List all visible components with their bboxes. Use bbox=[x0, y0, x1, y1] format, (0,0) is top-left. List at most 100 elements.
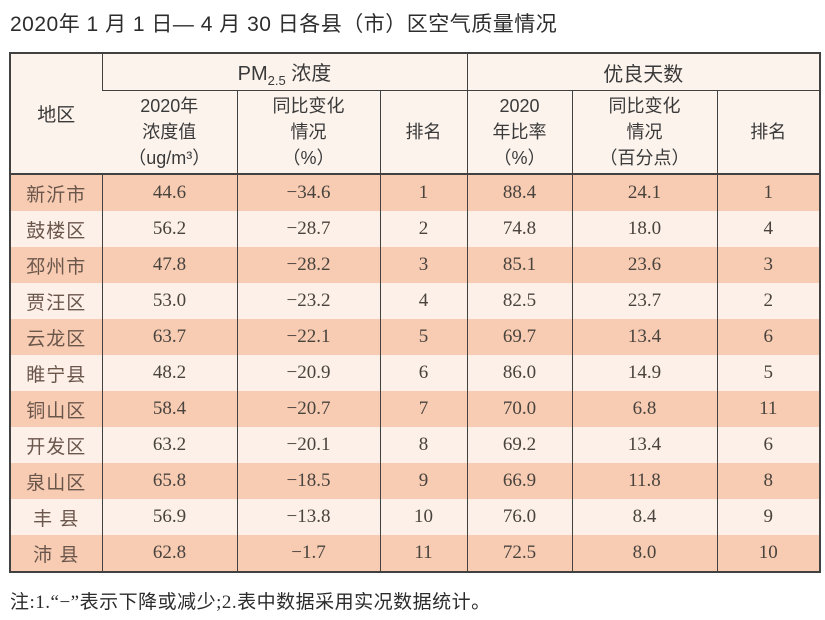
pm-change-cell: −28.7 bbox=[236, 211, 380, 247]
pm25-label-subscript: 2.5 bbox=[267, 72, 286, 88]
pm-rank-cell: 6 bbox=[379, 355, 467, 391]
header-sub-row: 2020年 浓度值 （ug/m³） 同比变化 情况 （%） 排名 2020 年比… bbox=[10, 90, 821, 175]
col-header-pm-change: 同比变化 情况 （%） bbox=[236, 90, 380, 175]
good-rate-cell: 86.0 bbox=[466, 355, 572, 391]
table-row: 沛 县 62.8 −1.7 11 72.5 8.0 10 bbox=[10, 535, 821, 572]
good-change-cell: 13.4 bbox=[571, 427, 717, 463]
col-header-pm-rank: 排名 bbox=[379, 90, 467, 175]
good-rate-cell: 66.9 bbox=[466, 463, 572, 499]
region-cell: 鼓楼区 bbox=[26, 220, 87, 242]
pm-change-cell: −20.1 bbox=[236, 427, 380, 463]
good-rank-cell: 5 bbox=[716, 355, 821, 391]
table-row: 新沂市 44.6 −34.6 1 88.4 24.1 1 bbox=[10, 174, 821, 211]
table-row: 泉山区 65.8 −18.5 9 66.9 11.8 8 bbox=[10, 463, 821, 499]
region-cell: 邳州市 bbox=[26, 256, 87, 278]
good-rank-cell: 6 bbox=[716, 427, 821, 463]
pm-change-cell: −1.7 bbox=[236, 535, 380, 572]
pm25-label-prefix: PM bbox=[237, 62, 268, 85]
good-rank-cell: 3 bbox=[716, 247, 821, 283]
table-row: 贾汪区 53.0 −23.2 4 82.5 23.7 2 bbox=[10, 283, 821, 319]
pm-rank-cell: 11 bbox=[379, 535, 467, 572]
pm-rank-cell: 2 bbox=[379, 211, 467, 247]
good-rank-cell: 10 bbox=[716, 535, 821, 572]
table-row: 鼓楼区 56.2 −28.7 2 74.8 18.0 4 bbox=[10, 211, 821, 247]
pm25-label-suffix: 浓度 bbox=[285, 62, 332, 85]
good-change-cell: 8.4 bbox=[571, 499, 717, 535]
table-header: 地区 PM2.5 浓度 优良天数 2020年 浓度值 （ug/m³） 同比变化 … bbox=[10, 53, 821, 175]
good-rate-cell: 70.0 bbox=[466, 391, 572, 427]
good-rank-cell: 8 bbox=[716, 463, 821, 499]
region-cell: 泉山区 bbox=[26, 472, 87, 494]
col-group-pm25: PM2.5 浓度 bbox=[101, 53, 467, 91]
footnote: 注:1.“−”表示下降或减少;2.表中数据采用实况数据统计。 bbox=[10, 592, 491, 613]
table-row: 云龙区 63.7 −22.1 5 69.7 13.4 6 bbox=[10, 319, 821, 355]
pm-change-cell: −28.2 bbox=[236, 247, 380, 283]
good-rank-cell: 9 bbox=[716, 499, 821, 535]
pm-change-cell: −22.1 bbox=[236, 319, 380, 355]
pm-rank-cell: 8 bbox=[379, 427, 467, 463]
header-group-row: 地区 PM2.5 浓度 优良天数 bbox=[10, 53, 821, 175]
pm-value-cell: 56.9 bbox=[101, 499, 237, 535]
pm-rank-cell: 7 bbox=[379, 391, 467, 427]
table-row: 邳州市 47.8 −28.2 3 85.1 23.6 3 bbox=[10, 247, 821, 283]
air-quality-table: 地区 PM2.5 浓度 优良天数 2020年 浓度值 （ug/m³） 同比变化 … bbox=[9, 52, 822, 573]
region-cell: 开发区 bbox=[26, 436, 87, 458]
pm-value-cell: 56.2 bbox=[101, 211, 237, 247]
good-rate-cell: 82.5 bbox=[466, 283, 572, 319]
col-header-good-rate: 2020 年比率 （%） bbox=[466, 90, 572, 175]
pm-value-cell: 65.8 bbox=[101, 463, 237, 499]
pm-value-cell: 53.0 bbox=[101, 283, 237, 319]
page-title: 2020年 1 月 1 日— 4 月 30 日各县（市）区空气质量情况 bbox=[10, 13, 558, 36]
col-group-good-days: 优良天数 bbox=[466, 53, 821, 91]
pm-rank-cell: 4 bbox=[379, 283, 467, 319]
good-change-cell: 24.1 bbox=[571, 174, 717, 211]
pm-change-cell: −34.6 bbox=[236, 174, 380, 211]
good-rate-cell: 69.2 bbox=[466, 427, 572, 463]
region-cell: 贾汪区 bbox=[26, 292, 87, 314]
good-change-cell: 8.0 bbox=[571, 535, 717, 572]
good-change-cell: 6.8 bbox=[571, 391, 717, 427]
pm-change-cell: −20.7 bbox=[236, 391, 380, 427]
pm-rank-cell: 1 bbox=[379, 174, 467, 211]
pm-value-cell: 58.4 bbox=[101, 391, 237, 427]
pm-value-cell: 63.7 bbox=[101, 319, 237, 355]
good-change-cell: 23.6 bbox=[571, 247, 717, 283]
good-rate-cell: 88.4 bbox=[466, 174, 572, 211]
table-row: 丰 县 56.9 −13.8 10 76.0 8.4 9 bbox=[10, 499, 821, 535]
pm-change-cell: −23.2 bbox=[236, 283, 380, 319]
region-cell: 睢宁县 bbox=[26, 364, 87, 386]
col-header-good-rank: 排名 bbox=[716, 90, 821, 175]
table-row: 铜山区 58.4 −20.7 7 70.0 6.8 11 bbox=[10, 391, 821, 427]
good-rank-cell: 6 bbox=[716, 319, 821, 355]
pm-rank-cell: 10 bbox=[379, 499, 467, 535]
region-cell: 铜山区 bbox=[26, 400, 87, 422]
pm-rank-cell: 9 bbox=[379, 463, 467, 499]
good-change-cell: 11.8 bbox=[571, 463, 717, 499]
col-header-good-change: 同比变化 情况 （百分点） bbox=[571, 90, 717, 175]
good-rate-cell: 74.8 bbox=[466, 211, 572, 247]
good-change-cell: 14.9 bbox=[571, 355, 717, 391]
pm-rank-cell: 5 bbox=[379, 319, 467, 355]
table-row: 开发区 63.2 −20.1 8 69.2 13.4 6 bbox=[10, 427, 821, 463]
good-rank-cell: 4 bbox=[716, 211, 821, 247]
region-cell: 沛 县 bbox=[33, 544, 80, 566]
pm-value-cell: 63.2 bbox=[101, 427, 237, 463]
good-rate-cell: 72.5 bbox=[466, 535, 572, 572]
pm-value-cell: 62.8 bbox=[101, 535, 237, 572]
pm-rank-cell: 3 bbox=[379, 247, 467, 283]
good-change-cell: 23.7 bbox=[571, 283, 717, 319]
pm-change-cell: −13.8 bbox=[236, 499, 380, 535]
good-rate-cell: 76.0 bbox=[466, 499, 572, 535]
good-rank-cell: 11 bbox=[716, 391, 821, 427]
region-cell: 云龙区 bbox=[26, 328, 87, 350]
table-row: 睢宁县 48.2 −20.9 6 86.0 14.9 5 bbox=[10, 355, 821, 391]
col-header-pm-value: 2020年 浓度值 （ug/m³） bbox=[102, 90, 237, 175]
good-change-cell: 18.0 bbox=[571, 211, 717, 247]
pm-change-cell: −18.5 bbox=[236, 463, 380, 499]
region-cell: 丰 县 bbox=[33, 508, 80, 530]
pm-value-cell: 47.8 bbox=[101, 247, 237, 283]
pm-value-cell: 44.6 bbox=[101, 174, 237, 211]
col-header-region: 地区 bbox=[10, 53, 102, 175]
good-change-cell: 13.4 bbox=[571, 319, 717, 355]
